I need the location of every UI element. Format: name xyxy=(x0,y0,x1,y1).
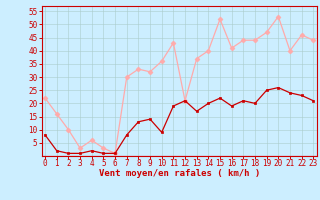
X-axis label: Vent moyen/en rafales ( km/h ): Vent moyen/en rafales ( km/h ) xyxy=(99,169,260,178)
